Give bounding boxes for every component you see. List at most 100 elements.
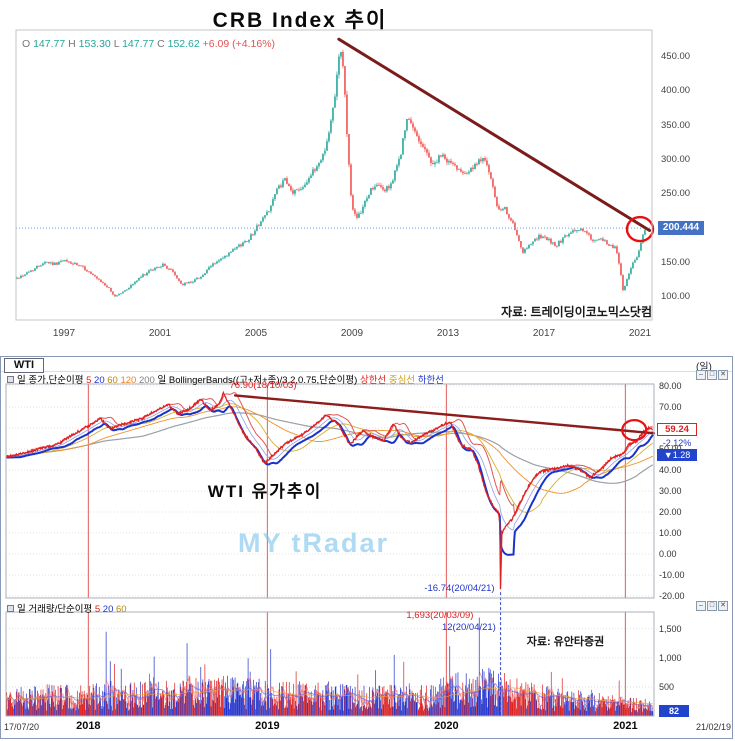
series-ma200 bbox=[6, 412, 654, 484]
crb-plot-border bbox=[15, 29, 653, 321]
volume-panel-border bbox=[5, 611, 655, 717]
legend-run: 중심선 bbox=[388, 375, 418, 386]
legend-run: 60 bbox=[107, 375, 121, 386]
price-indicator-legend: 일 종가,단순이평 5 20 60 120 200 일 BollingerBan… bbox=[7, 372, 444, 386]
close-icon[interactable]: ✕ bbox=[718, 370, 728, 380]
axis-tick: 80.00 bbox=[659, 381, 682, 391]
minimize-icon[interactable]: – bbox=[696, 370, 706, 380]
crb-ohlc-readout: O 147.77 H 153.30 L 147.77 C 152.62 +6.0… bbox=[22, 38, 275, 50]
axis-tick: 100.00 bbox=[661, 290, 691, 302]
axis-tick: 1,500 bbox=[659, 623, 682, 634]
legend-run: 120 bbox=[120, 375, 139, 386]
wti-window-frame bbox=[0, 356, 733, 739]
crb-candles bbox=[16, 49, 646, 298]
axis-tick: -20.00 bbox=[659, 591, 685, 601]
axis-tick: 0.00 bbox=[659, 549, 677, 559]
legend-run: 5 bbox=[94, 604, 103, 615]
crb-candlestick-chart[interactable] bbox=[0, 0, 735, 352]
price-panel-border bbox=[5, 383, 655, 599]
x-axis-year-label: 2019 bbox=[255, 720, 280, 732]
axis-tick: -10.00 bbox=[659, 570, 685, 580]
minimize-icon[interactable]: – bbox=[696, 601, 706, 611]
legend-run: 20 bbox=[94, 375, 108, 386]
wti-current-price-label: 59.24 bbox=[657, 422, 697, 436]
axis-tick: 70.00 bbox=[659, 402, 682, 412]
crb-chart-title: CRB Index 추이 bbox=[212, 9, 388, 32]
crb-highlight-circle bbox=[625, 215, 655, 243]
legend-run: 20 bbox=[102, 604, 116, 615]
timeframe-label[interactable]: (일) bbox=[696, 362, 712, 373]
tab-wti[interactable]: WTI bbox=[4, 358, 44, 373]
axis-tick: 1997 bbox=[52, 328, 76, 339]
volume-indicator-legend: 일 거래량/단순이평 5 20 60 bbox=[7, 601, 127, 615]
legend-run: 5 bbox=[86, 375, 95, 386]
annotation-price-peak: 76.90(18/10/03) bbox=[229, 379, 297, 391]
legend-run: 60 bbox=[116, 604, 127, 615]
legend-run: 일 종가,단순이평 bbox=[17, 375, 87, 386]
axis-tick: 40.00 bbox=[659, 465, 682, 475]
crb-source-label: 자료: 트레이딩이코노믹스닷컴 bbox=[501, 305, 652, 319]
x-axis-year-label: 2021 bbox=[613, 720, 638, 732]
volume-panel-window-controls: – □ ✕ bbox=[696, 601, 728, 611]
x-axis-date-label: 17/07/20 bbox=[4, 722, 40, 732]
wti-highlight-circle bbox=[621, 418, 648, 442]
series-close bbox=[6, 390, 653, 590]
close-icon[interactable]: ✕ bbox=[718, 601, 728, 611]
axis-tick: 2017 bbox=[532, 328, 556, 339]
axis-tick: 150.00 bbox=[661, 256, 691, 268]
legend-run: 200 bbox=[138, 375, 158, 386]
series-ma120 bbox=[6, 406, 653, 494]
legend-run: H bbox=[68, 38, 79, 50]
wti-current-volume-label: 82 bbox=[659, 705, 689, 718]
legend-run: 하한선 bbox=[417, 375, 444, 386]
x-axis-date-label: 21/02/19 bbox=[695, 722, 731, 732]
legend-run: 147.77 bbox=[33, 38, 69, 50]
x-axis-year-label: 2020 bbox=[434, 720, 459, 732]
x-axis-year-label: 2018 bbox=[76, 720, 101, 732]
series-bb-lower bbox=[6, 404, 654, 556]
legend-run: 일 거래량/단순이평 bbox=[17, 604, 95, 615]
restore-icon[interactable]: □ bbox=[707, 601, 717, 611]
legend-run: O bbox=[22, 38, 34, 50]
legend-run: 152.62 bbox=[167, 38, 203, 50]
legend-run: 상한선 bbox=[359, 375, 389, 386]
legend-run: L bbox=[113, 38, 123, 50]
legend-run: C bbox=[157, 38, 168, 50]
restore-icon[interactable]: □ bbox=[707, 370, 717, 380]
axis-tick: 10.00 bbox=[659, 528, 682, 538]
axis-tick: 300.00 bbox=[661, 153, 691, 165]
axis-tick: 2001 bbox=[148, 328, 172, 339]
legend-run: +6.09 (+4.16%) bbox=[202, 38, 276, 50]
axis-tick: 2021 bbox=[628, 328, 652, 339]
wti-downtrend-line bbox=[233, 394, 656, 435]
series-bb-upper bbox=[6, 392, 653, 517]
indicator-icon[interactable] bbox=[7, 376, 14, 383]
axis-tick: 2005 bbox=[244, 328, 268, 339]
axis-tick: 450.00 bbox=[661, 51, 691, 62]
legend-run: 147.77 bbox=[122, 38, 158, 50]
crb-downtrend-line bbox=[337, 37, 652, 232]
legend-run: 일 BollingerBands((고+저+종)/3,2,0.75,단순이평) bbox=[157, 375, 360, 386]
wti-price-lines bbox=[6, 390, 654, 590]
wti-change-percent-label: -2.12% bbox=[662, 437, 692, 448]
wti-change-label: ▼1.28 bbox=[657, 448, 697, 461]
indicator-icon[interactable] bbox=[7, 605, 14, 612]
price-panel-window-controls: – □ ✕ bbox=[696, 370, 728, 380]
axis-tick: 20.00 bbox=[659, 507, 682, 517]
axis-tick: 350.00 bbox=[661, 119, 691, 131]
wti-source-label: 자료: 유안타증권 bbox=[526, 636, 605, 648]
axis-tick: 2009 bbox=[340, 328, 364, 339]
wti-header-separator bbox=[1, 356, 732, 372]
axis-tick: 1,000 bbox=[659, 652, 682, 663]
legend-run: 153.30 bbox=[78, 38, 114, 50]
axis-tick: 400.00 bbox=[661, 85, 691, 97]
crb-current-price-label: 200.444 bbox=[658, 221, 704, 236]
annotation-volume-min: 12(20/04/21) bbox=[441, 621, 496, 633]
series-ma20 bbox=[6, 399, 654, 531]
wti-price-volume-chart[interactable] bbox=[0, 356, 735, 741]
axis-tick: 2013 bbox=[436, 328, 460, 339]
series-ma60 bbox=[6, 403, 654, 513]
mytradar-watermark: MY tRadar bbox=[238, 528, 390, 558]
wti-chart-title: WTI 유가추이 bbox=[207, 482, 323, 501]
